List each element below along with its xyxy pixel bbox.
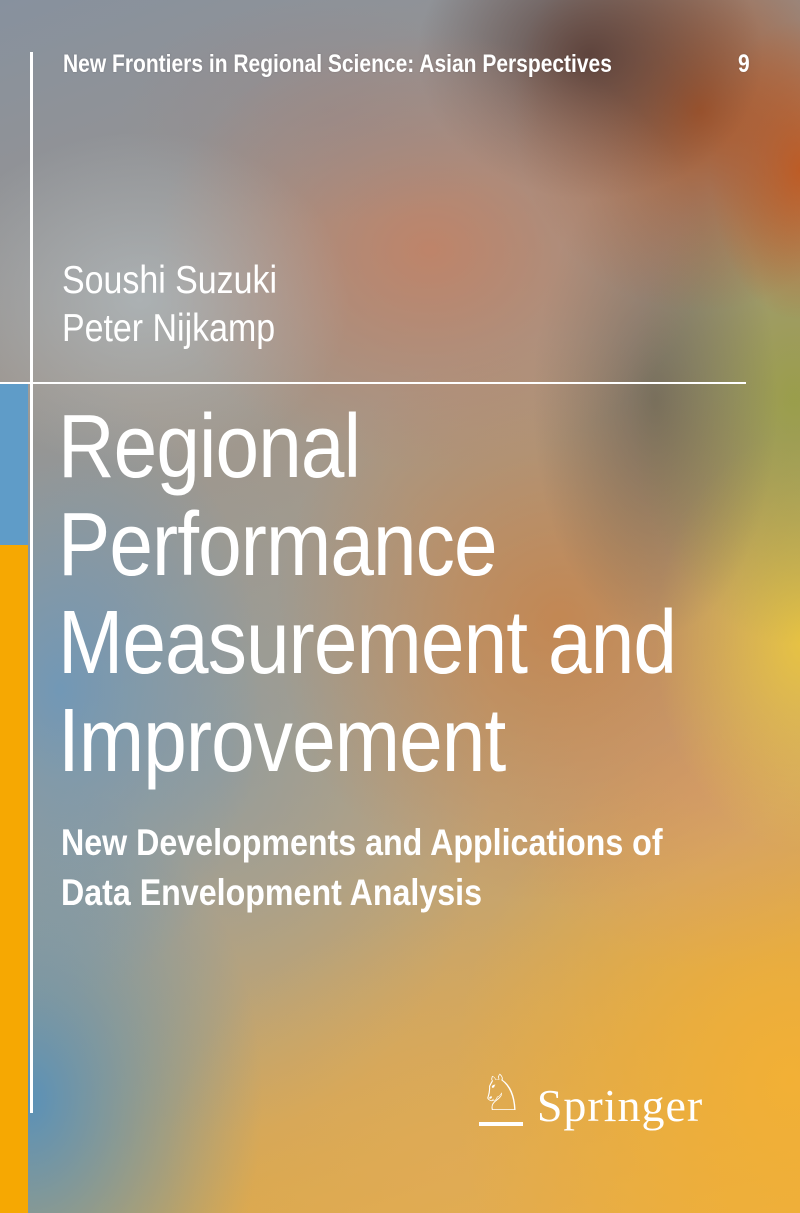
springer-horse-icon: ♘ xyxy=(479,1068,524,1126)
subtitle-line-1: New Developments and Applications of xyxy=(61,822,663,863)
publisher-logo: ♘ Springer xyxy=(479,1068,704,1131)
left-edge-yellow-strip xyxy=(0,545,28,1213)
title-line-1: Regional xyxy=(58,397,361,497)
author-name-1: Soushi Suzuki xyxy=(62,259,278,302)
book-title: Regional Performance Measurement and Imp… xyxy=(58,398,768,790)
left-edge-blue-strip xyxy=(0,384,28,545)
title-line-3: Measurement and xyxy=(58,593,677,693)
authors-block: Soushi Suzuki Peter Nijkamp xyxy=(62,257,309,353)
horizontal-rule xyxy=(0,382,746,384)
title-line-2: Performance xyxy=(58,495,498,595)
horse-underline xyxy=(479,1122,524,1126)
series-volume-number: 9 xyxy=(738,50,751,78)
author-name-2: Peter Nijkamp xyxy=(62,307,276,350)
vertical-rule xyxy=(30,52,33,1113)
title-line-4: Improvement xyxy=(58,691,506,791)
book-subtitle: New Developments and Applications of Dat… xyxy=(61,818,752,918)
series-title: New Frontiers in Regional Science: Asian… xyxy=(63,50,612,78)
publisher-name: Springer xyxy=(536,1080,704,1131)
subtitle-line-2: Data Envelopment Analysis xyxy=(61,872,482,913)
series-header: New Frontiers in Regional Science: Asian… xyxy=(63,49,752,79)
